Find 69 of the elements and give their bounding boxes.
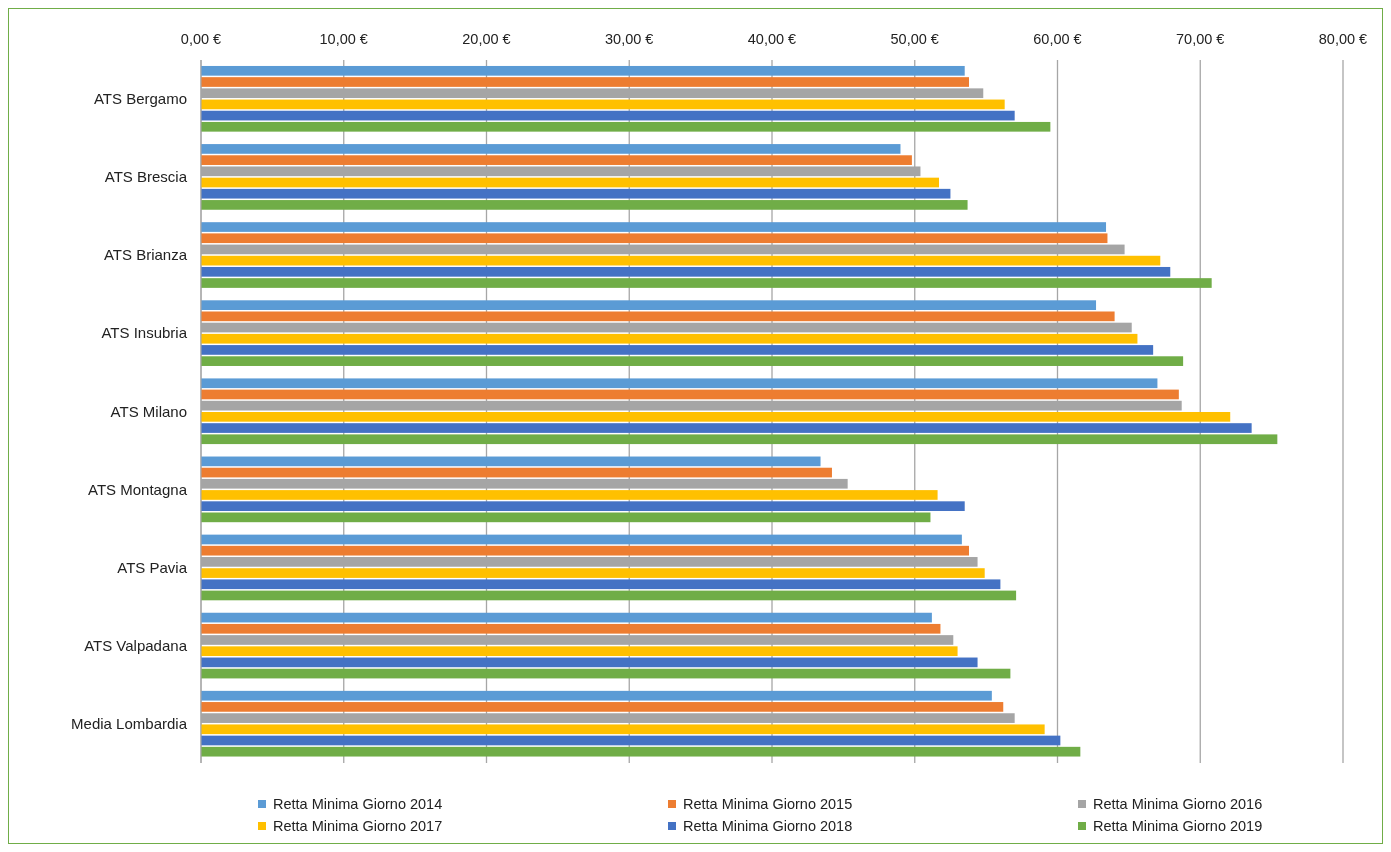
bar	[201, 423, 1252, 433]
y-tick-label: ATS Valpadana	[84, 636, 188, 654]
bar	[201, 389, 1179, 400]
bar	[201, 311, 1115, 322]
legend-label: Retta Minima Giorno 2016	[1093, 796, 1263, 812]
x-tick-label: 20,00 €	[462, 31, 511, 47]
bar	[201, 512, 931, 523]
x-tick-label: 80,00 €	[1318, 31, 1368, 47]
legend-label: Retta Minima Giorno 2019	[1093, 818, 1263, 834]
bar	[201, 724, 1045, 735]
bar	[201, 278, 1212, 288]
x-tick-label: 70,00 €	[1176, 31, 1225, 47]
bar	[201, 255, 1161, 266]
y-tick-label: ATS Milano	[110, 402, 187, 420]
y-tick-label: ATS Pavia	[117, 558, 188, 576]
x-tick-label: 50,00 €	[890, 31, 939, 47]
bar	[201, 110, 1015, 121]
bar	[201, 702, 1004, 712]
legend-label: Retta Minima Giorno 2018	[683, 818, 853, 834]
x-tick-label: 0,00 €	[180, 31, 222, 47]
bar	[201, 646, 958, 657]
bar	[201, 735, 1061, 746]
bar	[201, 99, 1005, 110]
legend-label: Retta Minima Giorno 2017	[273, 818, 443, 834]
bar	[201, 333, 1138, 344]
bar	[201, 144, 901, 154]
x-tick-label: 60,00 €	[1033, 31, 1082, 47]
bar	[201, 121, 1051, 132]
bar	[201, 77, 969, 87]
bar	[201, 568, 985, 578]
bar	[201, 612, 932, 623]
x-tick-label: 30,00 €	[605, 31, 654, 47]
legend-label: Retta Minima Giorno 2014	[273, 796, 443, 812]
bar	[201, 668, 1011, 679]
bar	[201, 456, 821, 467]
bar	[201, 177, 940, 188]
bar	[201, 266, 1171, 277]
bar	[201, 657, 978, 668]
bar	[201, 200, 968, 210]
y-tick-label: ATS Brianza	[103, 246, 188, 264]
bar	[201, 534, 962, 545]
bar	[201, 412, 1231, 422]
bar	[201, 579, 1001, 590]
bar	[201, 345, 1154, 355]
legend-label: Retta Minima Giorno 2015	[683, 796, 853, 812]
bar	[201, 690, 992, 701]
bar	[201, 590, 1017, 601]
bar	[201, 155, 912, 165]
bar	[201, 188, 951, 199]
bar	[201, 300, 1097, 310]
bar	[201, 222, 1107, 232]
bar	[201, 233, 1108, 244]
y-tick-label: ATS Brescia	[104, 168, 188, 186]
bar	[201, 378, 1158, 389]
bar	[201, 545, 969, 556]
bar	[201, 65, 965, 76]
bar	[201, 501, 965, 511]
x-tick-label: 40,00 €	[747, 31, 797, 47]
y-tick-label: ATS Insubria	[101, 324, 188, 342]
bar	[201, 746, 1081, 757]
x-tick-label: 10,00 €	[319, 31, 368, 47]
bar	[201, 356, 1184, 366]
y-tick-label: Media Lombardia	[71, 714, 188, 732]
y-tick-label: ATS Montagna	[88, 480, 188, 498]
bar	[201, 623, 941, 634]
bar	[201, 490, 938, 500]
bar	[201, 467, 832, 478]
bar	[201, 434, 1278, 445]
y-tick-label: ATS Bergamo	[93, 90, 187, 108]
